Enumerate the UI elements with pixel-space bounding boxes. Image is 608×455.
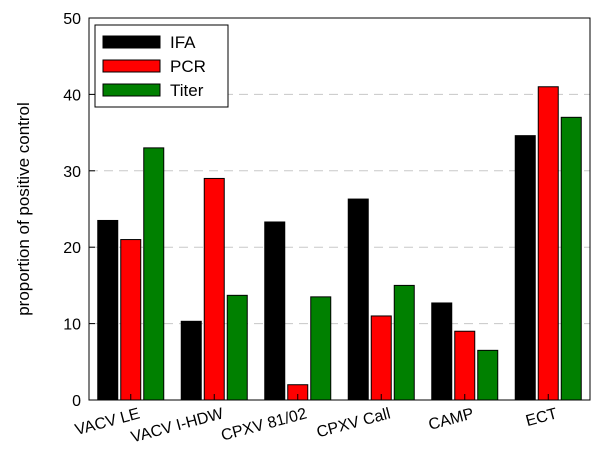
legend-swatch-ifa [102, 35, 161, 49]
bar-pcr [370, 315, 392, 401]
y-tick-label: 0 [72, 393, 81, 410]
bar-ifa [431, 302, 453, 401]
bar-pcr [537, 86, 559, 401]
legend-label-ifa: IFA [170, 33, 196, 52]
bar-titer [393, 284, 415, 401]
y-tick-label: 50 [63, 11, 81, 28]
bars [97, 86, 582, 401]
bar-titer [226, 294, 248, 401]
legend-swatch-pcr [102, 59, 161, 73]
y-axis-title: proportion of positive control [14, 102, 33, 316]
bar-ifa [180, 320, 202, 401]
bar-pcr [120, 239, 142, 401]
bar-ifa [347, 198, 369, 401]
bar-ifa [264, 221, 286, 401]
bar-titer [477, 349, 499, 401]
y-axis-ticks: 0 10 20 30 40 50 [63, 11, 95, 410]
bar-ifa [97, 219, 119, 401]
legend: IFA PCR Titer [94, 24, 229, 108]
x-tick-label: CAMP [427, 405, 476, 433]
x-tick-label: ECT [524, 405, 560, 430]
bar-titer [310, 296, 332, 401]
bar-titer [143, 147, 165, 401]
plot-frame [88, 17, 591, 401]
bar-ifa [514, 135, 536, 401]
y-tick-label: 10 [63, 317, 81, 334]
y-tick-label: 40 [63, 87, 81, 104]
x-tick-label: CPXV Call [315, 405, 392, 441]
legend-label-pcr: PCR [170, 57, 206, 76]
y-tick-label: 20 [63, 240, 81, 257]
bar-pcr [203, 177, 225, 401]
legend-label-titer: Titer [170, 81, 204, 100]
bar-pcr [454, 330, 476, 401]
x-tick-label: CPXV 81/02 [219, 405, 309, 444]
bar-titer [560, 116, 582, 401]
x-tick-label: VACV I-HDW [129, 405, 226, 446]
y-tick-label: 30 [63, 164, 81, 181]
legend-swatch-titer [102, 83, 161, 97]
